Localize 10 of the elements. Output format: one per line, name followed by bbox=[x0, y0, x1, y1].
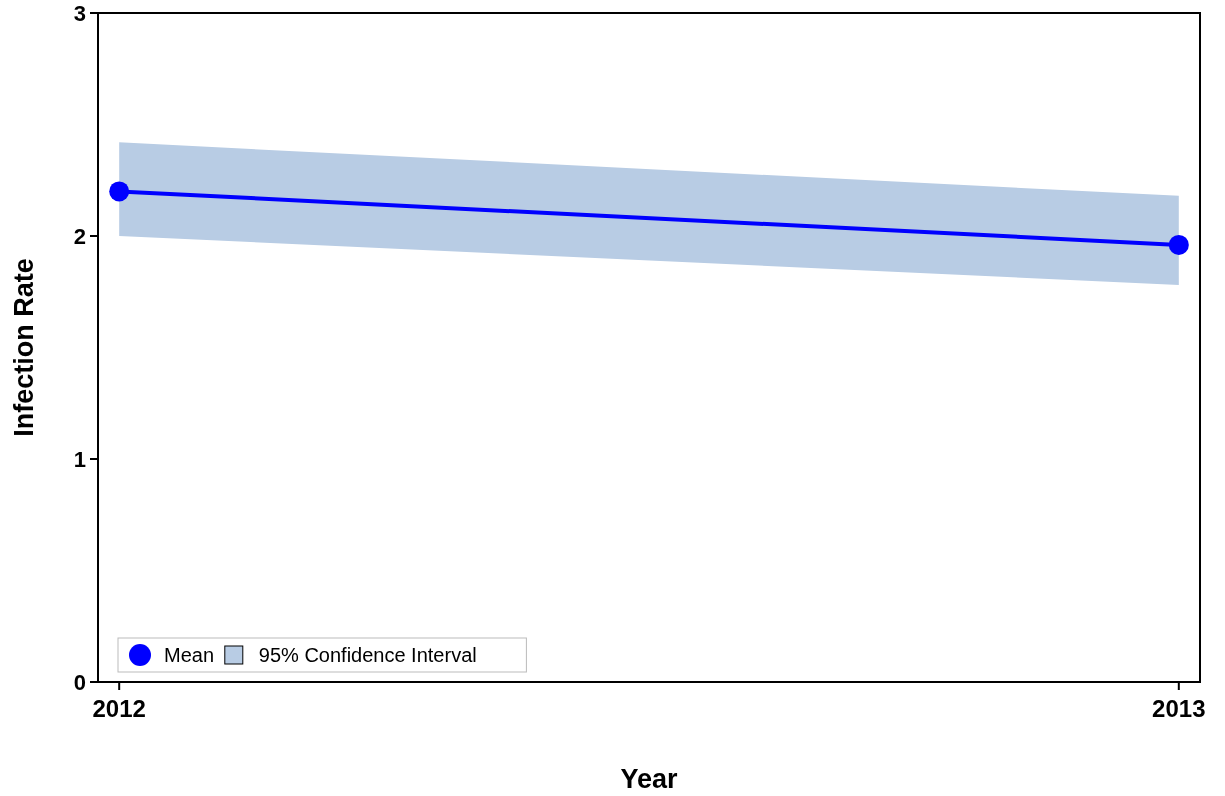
y-tick-label: 2 bbox=[73, 223, 86, 249]
annotation: 95% Confidence Interval bbox=[258, 644, 477, 666]
x-axis-title: Year bbox=[620, 764, 679, 794]
y-tick-label: 0 bbox=[73, 669, 86, 695]
y-tick-label: 3 bbox=[73, 0, 86, 26]
y-tick-label: 1 bbox=[73, 446, 86, 472]
legend-label: Mean bbox=[164, 644, 215, 666]
x-tick-label: 2013 bbox=[1152, 695, 1206, 722]
y-axis-title: Infection Rate bbox=[9, 258, 39, 437]
x-tick-label: 2012 bbox=[92, 695, 146, 722]
